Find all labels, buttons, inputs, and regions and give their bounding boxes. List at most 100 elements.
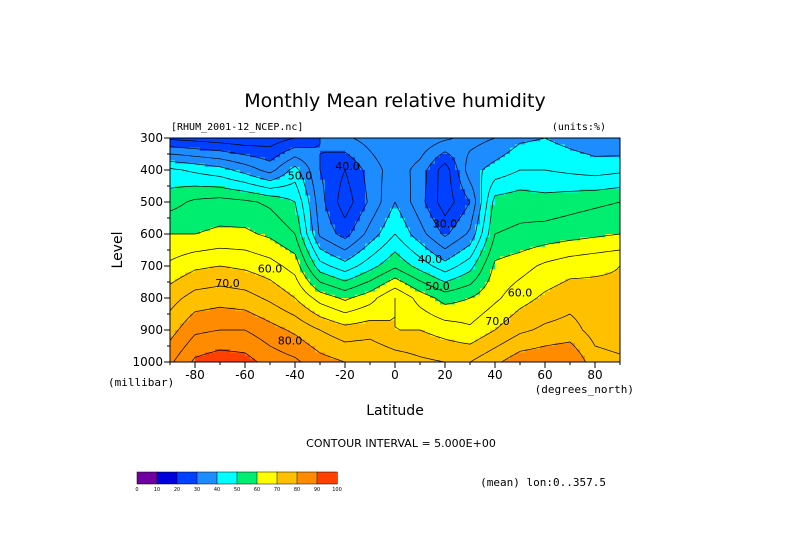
humidity-cell <box>450 154 456 158</box>
humidity-cell <box>395 198 401 203</box>
humidity-cell <box>340 307 346 312</box>
humidity-cell <box>315 262 321 267</box>
humidity-cell <box>310 192 316 197</box>
humidity-cell <box>325 301 331 305</box>
humidity-cell <box>495 198 501 203</box>
humidity-cell <box>295 243 301 248</box>
humidity-cell <box>210 160 216 165</box>
humidity-cell <box>380 224 386 229</box>
humidity-cell <box>425 285 431 289</box>
humidity-cell <box>190 150 196 155</box>
humidity-cell <box>605 166 611 171</box>
humidity-cell <box>370 310 376 315</box>
humidity-cell <box>430 250 436 254</box>
humidity-cell <box>170 218 176 222</box>
humidity-cell <box>350 282 356 286</box>
humidity-cell <box>560 163 566 168</box>
humidity-cell <box>615 262 620 267</box>
humidity-cell <box>500 285 506 289</box>
humidity-cell <box>265 298 271 302</box>
humidity-cell <box>235 278 241 283</box>
humidity-cell <box>600 304 606 309</box>
humidity-cell <box>290 150 296 155</box>
humidity-cell <box>515 298 521 302</box>
humidity-cell <box>275 166 281 171</box>
humidity-cell <box>225 141 231 145</box>
humidity-cell <box>240 227 246 232</box>
humidity-cell <box>570 192 576 197</box>
humidity-cell <box>310 285 316 289</box>
humidity-cell <box>230 179 236 184</box>
humidity-cell <box>195 186 201 190</box>
humidity-cell <box>330 310 336 315</box>
humidity-cell <box>405 176 411 181</box>
humidity-cell <box>190 310 196 315</box>
humidity-cell <box>415 144 421 149</box>
humidity-cell <box>400 211 406 216</box>
humidity-cell <box>255 147 261 152</box>
humidity-cell <box>495 214 501 219</box>
humidity-cell <box>185 314 191 318</box>
humidity-cell <box>370 230 376 235</box>
humidity-cell <box>550 214 556 219</box>
humidity-cell <box>255 240 261 245</box>
humidity-cell <box>210 157 216 161</box>
humidity-cell <box>475 294 481 299</box>
humidity-cell <box>310 240 316 245</box>
humidity-cell <box>495 269 501 273</box>
humidity-cell <box>510 230 516 235</box>
humidity-cell <box>340 208 346 213</box>
humidity-cell <box>415 211 421 216</box>
humidity-cell <box>185 269 191 273</box>
humidity-cell <box>175 170 181 174</box>
humidity-cell <box>605 147 611 152</box>
humidity-cell <box>190 298 196 302</box>
humidity-cell <box>615 192 620 197</box>
humidity-cell <box>460 160 466 165</box>
humidity-cell <box>210 224 216 229</box>
humidity-cell <box>295 224 301 229</box>
humidity-cell <box>475 250 481 254</box>
humidity-cell <box>295 221 301 225</box>
humidity-cell <box>210 173 216 177</box>
humidity-cell <box>610 198 616 203</box>
humidity-cell <box>615 208 620 213</box>
humidity-cell <box>605 304 611 309</box>
humidity-cell <box>325 246 331 251</box>
humidity-cell <box>570 250 576 254</box>
humidity-cell <box>215 288 221 293</box>
humidity-cell <box>415 230 421 235</box>
humidity-cell <box>430 272 436 277</box>
humidity-cell <box>460 288 466 293</box>
humidity-cell <box>505 189 511 193</box>
humidity-cell <box>545 237 551 241</box>
humidity-cell <box>585 160 591 165</box>
humidity-cell <box>255 154 261 158</box>
humidity-cell <box>410 291 416 296</box>
humidity-cell <box>560 240 566 245</box>
humidity-cell <box>450 250 456 254</box>
humidity-cell <box>490 310 496 315</box>
humidity-cell <box>465 269 471 273</box>
humidity-cell <box>565 192 571 197</box>
humidity-cell <box>370 198 376 203</box>
humidity-cell <box>300 170 306 174</box>
humidity-cell <box>530 211 536 216</box>
humidity-cell <box>275 266 281 270</box>
humidity-cell <box>270 282 276 286</box>
humidity-cell <box>505 211 511 216</box>
humidity-cell <box>455 163 461 168</box>
humidity-cell <box>440 214 446 219</box>
humidity-cell <box>390 246 396 251</box>
humidity-cell <box>285 202 291 206</box>
humidity-cell <box>535 304 541 309</box>
humidity-cell <box>520 291 526 296</box>
humidity-cell <box>535 288 541 293</box>
humidity-cell <box>450 157 456 161</box>
humidity-cell <box>260 173 266 177</box>
humidity-cell <box>220 208 226 213</box>
humidity-cell <box>485 256 491 261</box>
humidity-cell <box>355 192 361 197</box>
humidity-cell <box>220 179 226 184</box>
humidity-cell <box>585 301 591 305</box>
